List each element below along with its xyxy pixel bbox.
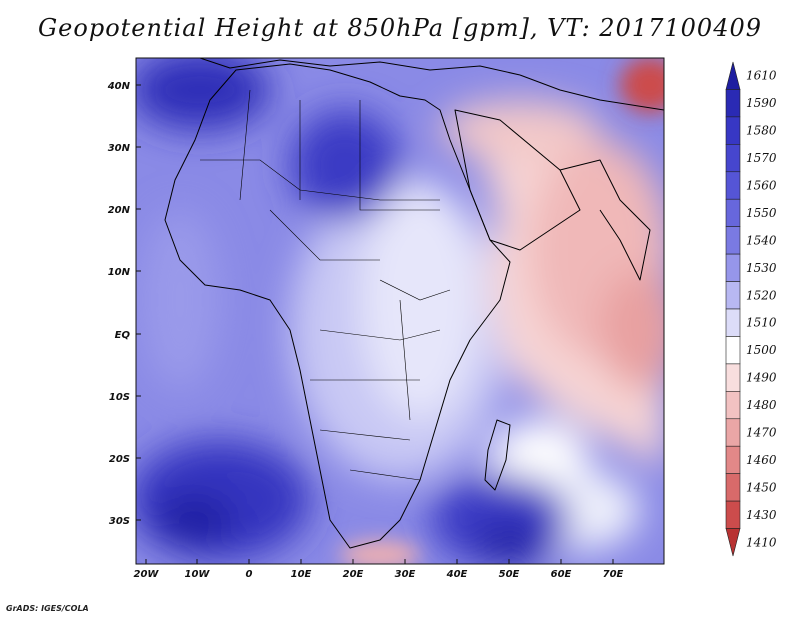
colorbar-level-label: 1510 [746, 316, 777, 330]
lat-tick-label: 40N [107, 81, 131, 92]
colorbar-level-label: 1580 [746, 124, 777, 138]
colorbar-swatch [725, 281, 741, 310]
lat-tick-label: 10S [109, 392, 130, 403]
lon-tick-label: 20E [343, 569, 364, 580]
colorbar-level-label: 1560 [746, 179, 777, 193]
colorbar-swatch [725, 308, 741, 337]
lat-tick-label: 30S [109, 516, 130, 527]
colorbar-level-label: 1460 [746, 453, 777, 467]
colorbar-level-label: 1530 [746, 261, 777, 275]
colorbar-level-label: 1610 [746, 69, 777, 83]
colorbar-swatch [725, 253, 741, 282]
lat-tick-label: EQ [115, 330, 131, 341]
map-title: Geopotential Height at 850hPa [gpm], VT:… [38, 14, 762, 42]
colorbar-level-label: 1490 [746, 371, 777, 385]
colorbar-swatch [725, 116, 741, 145]
lat-tick-label: 20N [108, 205, 131, 216]
colorbar-level-label: 1500 [746, 343, 777, 357]
colorbar-swatch [725, 171, 741, 200]
lon-tick-label: 50E [499, 569, 520, 580]
colorbar-swatch [725, 144, 741, 173]
lon-tick-label: 10W [185, 569, 211, 580]
lon-tick-label: 10E [291, 569, 312, 580]
coastlines [164, 58, 664, 549]
lat-tick-label: 10N [108, 267, 131, 278]
lat-tick-label: 20S [109, 454, 130, 465]
colorbar-swatch [725, 226, 741, 255]
colorbar-level-label: 1430 [746, 508, 777, 522]
longitude-axis: 20W 10W 0 10E 20E 30E 40E 50E 60E 70E [134, 559, 624, 580]
colorbar-level-label: 1470 [746, 426, 777, 440]
colorbar-swatch [725, 89, 741, 118]
colorbar-swatch [725, 473, 741, 502]
colorbar-level-label: 1480 [746, 398, 777, 412]
lon-tick-label: 40E [446, 569, 468, 580]
colorbar-level-label: 1450 [746, 480, 777, 494]
lon-tick-label: 60E [551, 569, 572, 580]
colorbar-swatch [725, 363, 741, 392]
lon-tick-label: 30E [395, 569, 416, 580]
lon-tick-label: 70E [603, 569, 624, 580]
colorbar-swatch [725, 336, 741, 365]
height-field [136, 58, 664, 564]
lon-tick-label: 0 [246, 569, 253, 580]
latitude-axis: 40N 30N 20N 10N EQ 10S 20S 30S [107, 81, 141, 527]
colorbar-swatch [725, 391, 741, 420]
colorbar-level-label: 1570 [746, 151, 777, 165]
colorbar-swatch [725, 528, 741, 557]
colorbar-level-label: 1590 [746, 96, 777, 110]
colorbar-swatch [725, 61, 741, 90]
colorbar-swatch [725, 418, 741, 447]
colorbar: 1610 1590 1580 1570 1560 1550 1540 1530 1520 1510… [725, 61, 777, 557]
colorbar-swatch [725, 445, 741, 474]
colorbar-level-label: 1520 [746, 288, 777, 302]
plot-frame [135, 57, 665, 565]
colorbar-level-label: 1540 [746, 233, 777, 247]
colorbar-level-label: 1550 [746, 206, 777, 220]
colorbar-swatch [725, 198, 741, 227]
colorbar-level-label: 1410 [746, 535, 777, 549]
country-borders [200, 89, 451, 481]
credit-label: GrADS: IGES/COLA [6, 604, 89, 613]
colorbar-swatch [725, 500, 741, 529]
lon-tick-label: 20W [134, 569, 160, 580]
lat-tick-label: 30N [108, 143, 131, 154]
